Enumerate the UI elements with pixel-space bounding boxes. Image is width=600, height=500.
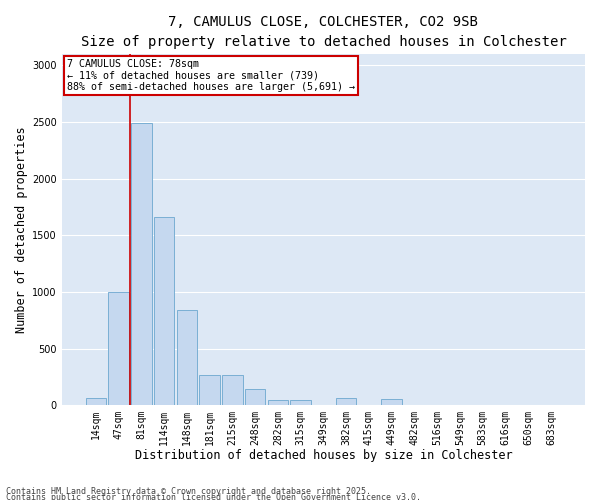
Bar [154, 217, 175, 405]
Title: 7, CAMULUS CLOSE, COLCHESTER, CO2 9SB
Size of property relative to detached hous: 7, CAMULUS CLOSE, COLCHESTER, CO2 9SB Si… [80, 15, 566, 48]
Bar [109, 292, 129, 405]
Text: 7 CAMULUS CLOSE: 78sqm
← 11% of detached houses are smaller (739)
88% of semi-de: 7 CAMULUS CLOSE: 78sqm ← 11% of detached… [67, 59, 355, 92]
Bar [290, 400, 311, 405]
Bar [176, 310, 197, 405]
Bar [199, 374, 220, 405]
Bar [222, 374, 242, 405]
Text: Contains public sector information licensed under the Open Government Licence v3: Contains public sector information licen… [6, 492, 421, 500]
Bar [245, 390, 265, 405]
Y-axis label: Number of detached properties: Number of detached properties [15, 126, 28, 333]
Bar [336, 398, 356, 405]
Bar [382, 399, 402, 405]
Bar [268, 400, 288, 405]
X-axis label: Distribution of detached houses by size in Colchester: Distribution of detached houses by size … [134, 450, 512, 462]
Bar [86, 398, 106, 405]
Bar [131, 123, 152, 405]
Text: Contains HM Land Registry data © Crown copyright and database right 2025.: Contains HM Land Registry data © Crown c… [6, 486, 371, 496]
